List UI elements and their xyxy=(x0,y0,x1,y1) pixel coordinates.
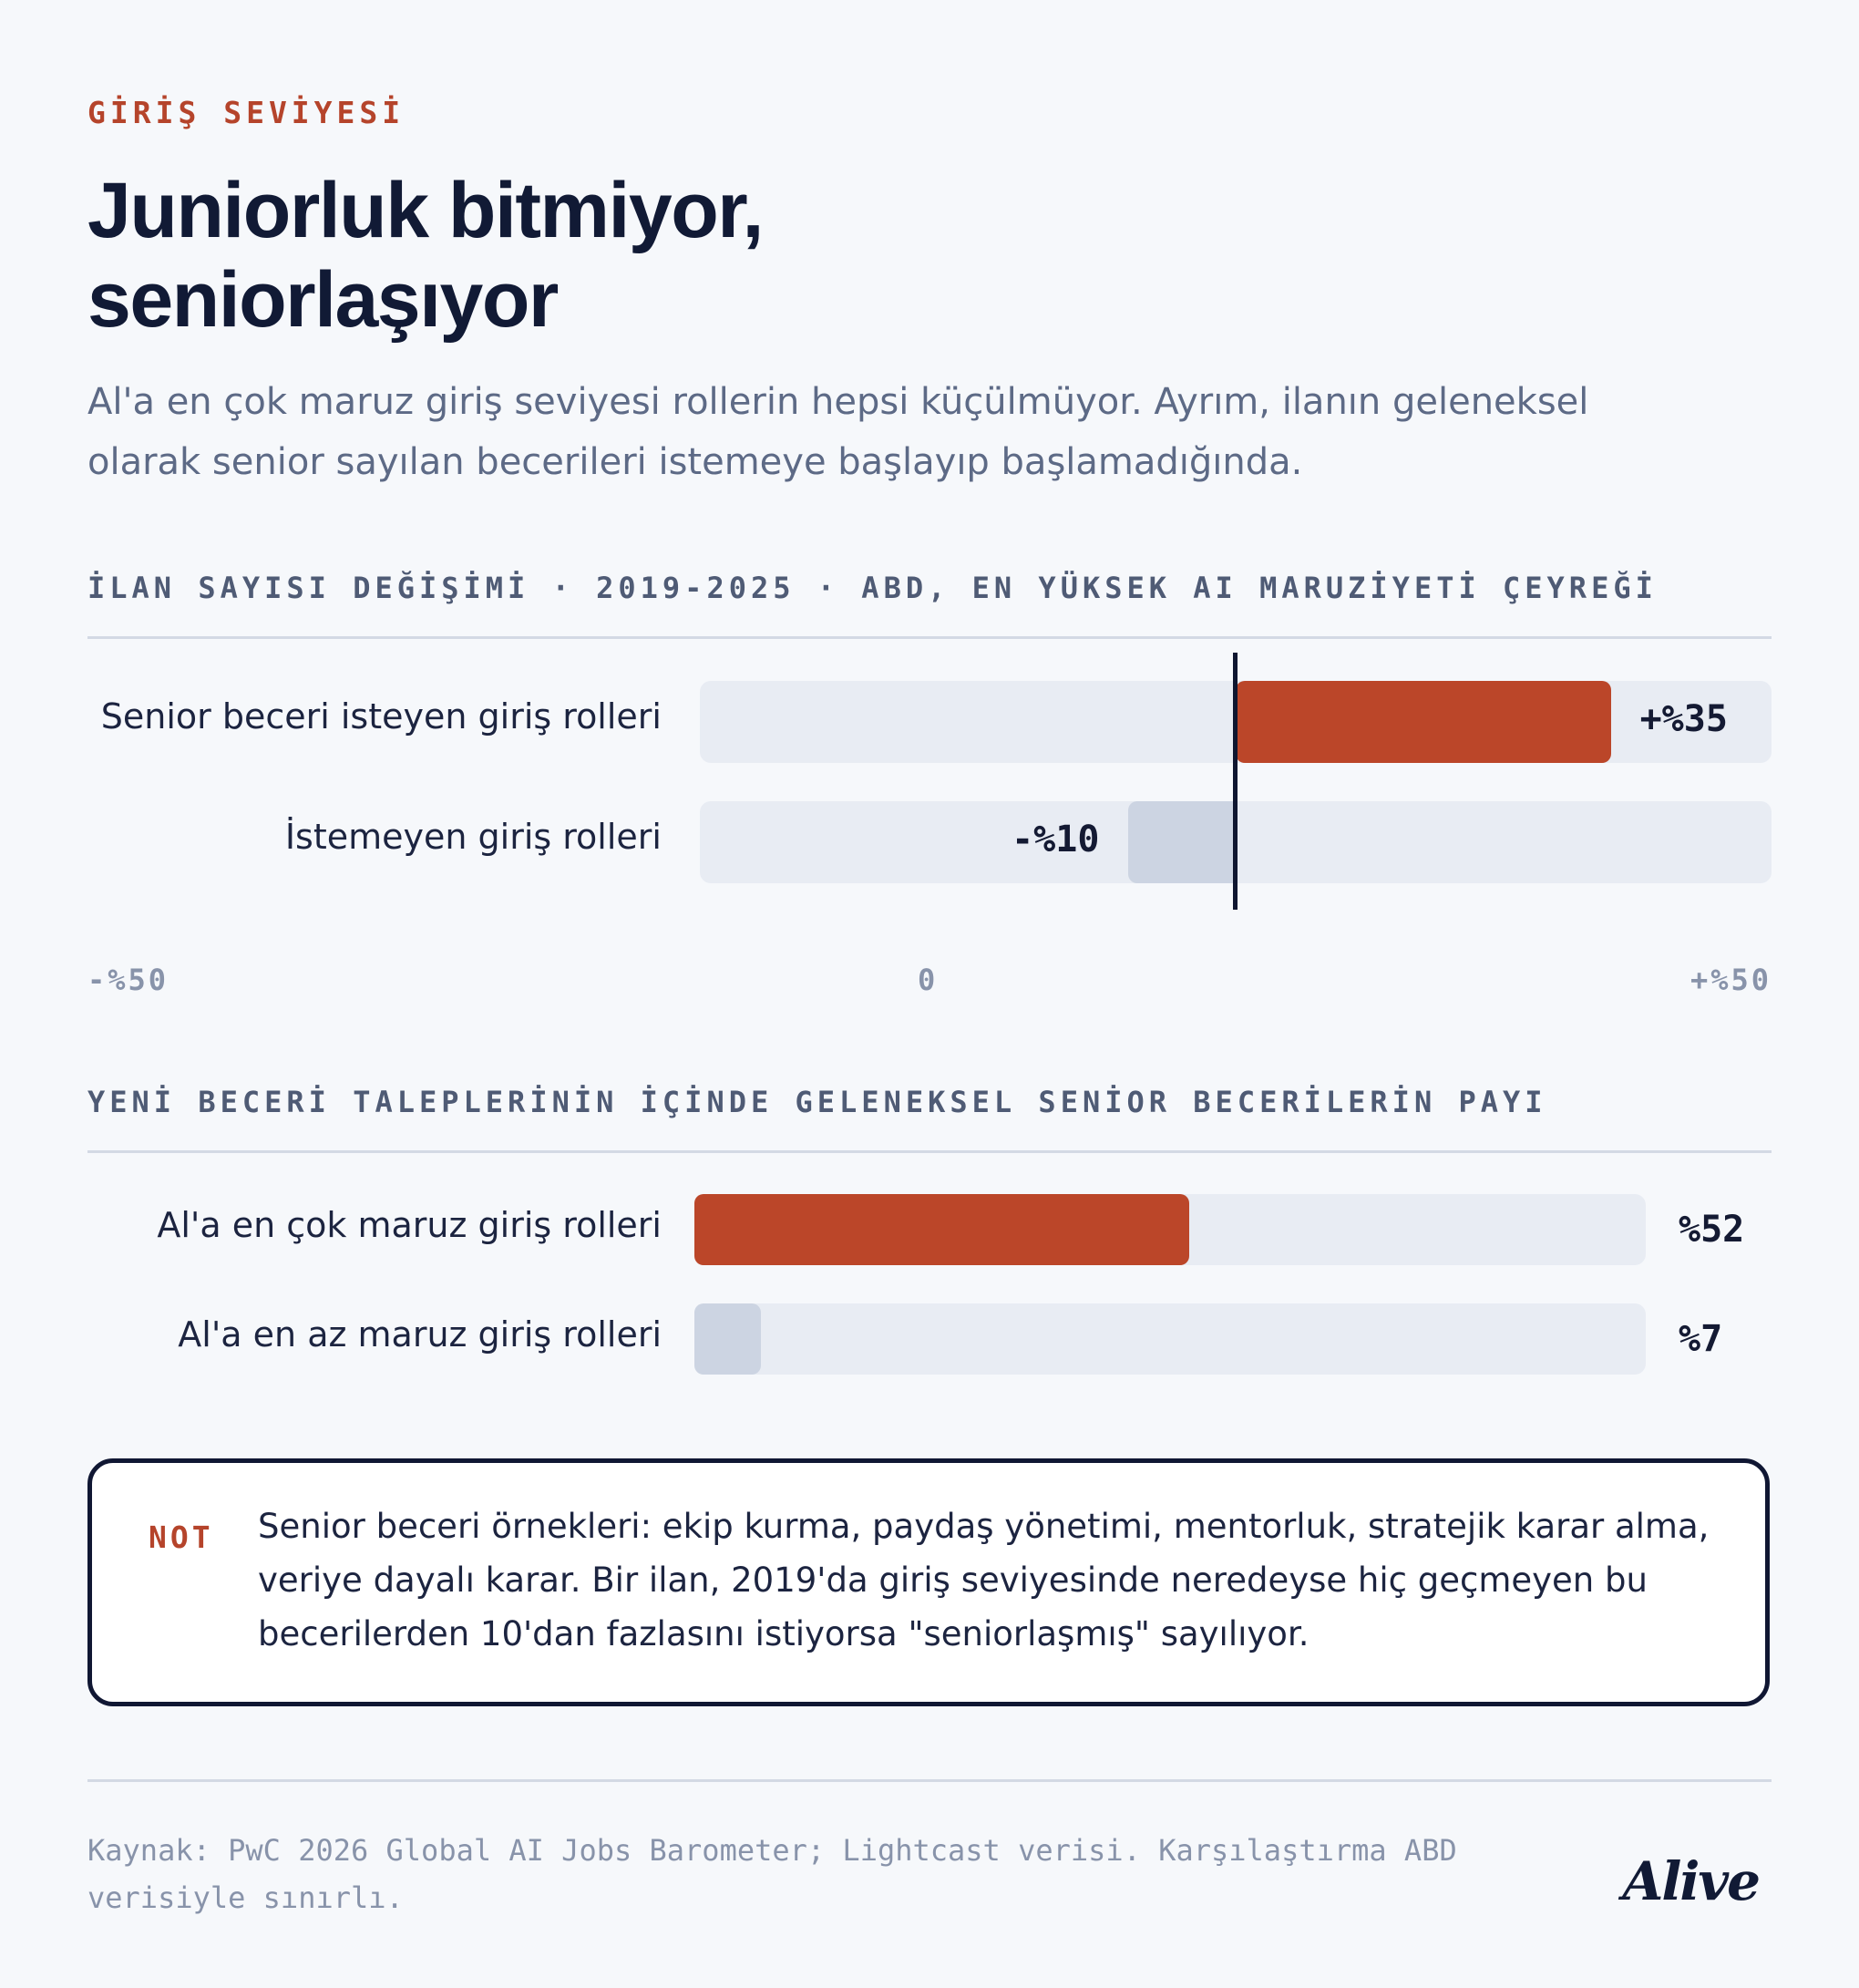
chart1-category-label: Senior beceri isteyen giriş rolleri xyxy=(100,696,662,736)
footer-divider xyxy=(87,1779,1772,1782)
chart2-data-label: %7 xyxy=(1679,1318,1723,1360)
chart2-data-label: %52 xyxy=(1679,1209,1745,1251)
chart1-bar-senior-skill-roles xyxy=(1236,681,1611,763)
chart1-zero-line xyxy=(1233,653,1238,910)
chart1-title: İLAN SAYISI DEĞİŞİMİ · 2019-2025 · ABD, … xyxy=(87,571,1658,605)
note-text: Senior beceri örnekleri: ekip kurma, pay… xyxy=(258,1507,1710,1653)
chart2-category-label: Al'a en çok maruz giriş rolleri xyxy=(157,1205,662,1245)
chart2-category-label: Al'a en az maruz giriş rolleri xyxy=(178,1314,662,1355)
note-box: NOT Senior beceri örnekleri: ekip kurma,… xyxy=(87,1458,1770,1706)
chart1-x-tick-min: -%50 xyxy=(87,963,169,997)
chart1-divider xyxy=(87,636,1772,639)
chart1-data-label: +%35 xyxy=(1639,698,1728,740)
chart1-x-tick-max: +%50 xyxy=(1690,963,1772,997)
chart1-category-label: İstemeyen giriş rolleri xyxy=(284,817,662,857)
chart1-x-tick-zero: 0 xyxy=(918,963,939,997)
chart1-bar-non-senior-roles xyxy=(1128,801,1236,883)
chart2-title: YENİ BECERİ TALEPLERİNİN İÇİNDE GELENEKS… xyxy=(87,1085,1547,1119)
source-text: Kaynak: PwC 2026 Global AI Jobs Baromete… xyxy=(87,1833,1457,1915)
chart1-data-label: -%10 xyxy=(1012,819,1100,860)
note-label: NOT xyxy=(149,1519,214,1555)
chart2-track xyxy=(694,1303,1646,1375)
chart2-bar-least-exposed xyxy=(694,1303,762,1375)
chart2-divider xyxy=(87,1150,1772,1153)
brand-logo: Alive xyxy=(1622,1850,1761,1912)
page-subtitle: Al'a en çok maruz giriş seviyesi rolleri… xyxy=(87,381,1589,483)
chart2-bar-most-exposed xyxy=(694,1194,1189,1265)
eyebrow-label: GİRİŞ SEVİYESİ xyxy=(87,95,406,130)
page-title: Juniorluk bitmiyor, seniorlaşıyor xyxy=(87,167,764,344)
